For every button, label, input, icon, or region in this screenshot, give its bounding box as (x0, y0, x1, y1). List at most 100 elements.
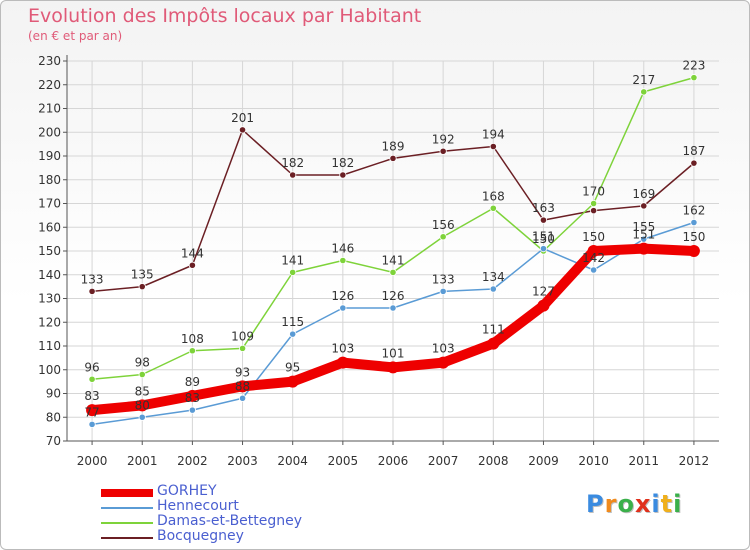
data-point (387, 361, 399, 374)
y-tick-label: 190 (38, 149, 61, 163)
data-point (640, 88, 648, 96)
data-label: 170 (582, 185, 605, 199)
x-tick-label: 2004 (277, 454, 308, 468)
logo-letter: i (673, 490, 683, 518)
data-label: 189 (382, 139, 405, 153)
data-label: 111 (482, 323, 505, 337)
x-tick-label: 2006 (378, 454, 409, 468)
legend-swatch (101, 536, 153, 539)
data-point (188, 347, 196, 355)
data-point (439, 147, 447, 155)
data-point (539, 245, 548, 253)
data-point (336, 356, 349, 369)
data-point (188, 406, 196, 414)
data-point (590, 199, 598, 208)
logo-letter: i (651, 490, 661, 518)
legend-label: Bocquegney (157, 528, 244, 544)
data-point (88, 375, 96, 383)
data-point (136, 399, 149, 412)
y-tick-label: 220 (38, 78, 61, 92)
data-label: 126 (382, 289, 405, 303)
y-tick-label: 140 (38, 268, 61, 282)
y-tick-label: 230 (38, 54, 61, 68)
data-point (188, 261, 196, 269)
data-point (489, 285, 497, 293)
data-label: 169 (632, 187, 655, 201)
y-tick-label: 110 (38, 339, 61, 353)
data-point (687, 245, 700, 257)
data-point (489, 142, 497, 151)
y-tick-label: 160 (38, 220, 61, 234)
data-point (640, 202, 648, 210)
x-tick-label: 2000 (77, 454, 108, 468)
data-label: 101 (382, 346, 405, 360)
data-point (88, 420, 96, 428)
data-label: 168 (482, 189, 505, 203)
data-point (236, 380, 249, 393)
y-tick-label: 210 (38, 102, 61, 116)
chart-title: Evolution des Impôts locaux par Habitant (28, 5, 422, 27)
data-label: 134 (482, 270, 505, 284)
x-tick-label: 2001 (127, 454, 158, 468)
y-tick-label: 150 (38, 244, 61, 258)
data-label: 151 (532, 230, 555, 244)
data-point (640, 235, 648, 243)
data-label: 88 (235, 379, 250, 393)
x-tick-label: 2005 (328, 454, 359, 468)
data-label: 135 (131, 268, 154, 282)
data-point (238, 126, 247, 134)
data-point (238, 394, 247, 402)
legend-label: Hennecourt (157, 498, 239, 514)
data-label: 89 (185, 375, 200, 389)
data-point (339, 304, 347, 312)
logo-letter: r (604, 490, 618, 518)
data-label: 127 (532, 285, 555, 299)
data-label: 146 (331, 242, 354, 256)
data-point (339, 171, 347, 179)
data-label: 108 (181, 332, 204, 346)
x-tick-label: 2011 (628, 454, 659, 468)
y-tick-label: 200 (38, 125, 61, 139)
data-label: 141 (281, 253, 304, 267)
data-point (138, 413, 146, 421)
data-label: 151 (632, 228, 655, 242)
data-point (590, 266, 598, 274)
data-point (289, 171, 297, 179)
chart-subtitle: (en € et par an) (28, 29, 123, 43)
data-point (690, 218, 698, 227)
data-point (389, 154, 397, 162)
data-label: 103 (331, 342, 354, 356)
y-tick-label: 90 (46, 387, 61, 401)
data-label: 187 (682, 144, 705, 158)
data-label: 162 (682, 204, 705, 218)
data-point (286, 375, 299, 388)
data-label: 201 (231, 111, 254, 125)
data-label: 83 (84, 389, 99, 403)
data-point (186, 389, 199, 402)
data-point (439, 233, 447, 241)
data-point (289, 330, 297, 338)
axes: 7080901001101201301401501601701801902002… (38, 54, 719, 468)
x-tick-label: 2010 (578, 454, 609, 468)
data-point (690, 74, 698, 82)
y-tick-label: 170 (38, 197, 61, 211)
legend-swatch (101, 521, 153, 524)
y-tick-label: 100 (38, 363, 61, 377)
legend-swatch (101, 488, 153, 497)
y-tick-label: 80 (46, 410, 61, 424)
data-label: 223 (682, 59, 705, 73)
logo-letter: o (617, 490, 635, 518)
data-point (138, 370, 146, 379)
data-point (389, 304, 397, 312)
data-labels: 133 135 144 201 182 182 189 192 194 163 169 187 96 98… (81, 59, 706, 420)
data-label: 144 (181, 246, 204, 260)
data-label: 77 (84, 405, 99, 419)
data-point (138, 283, 146, 291)
data-point (289, 268, 297, 276)
x-tick-label: 2008 (478, 454, 509, 468)
y-tick-label: 70 (46, 434, 61, 448)
data-point (88, 287, 96, 295)
data-label: 142 (582, 251, 605, 265)
